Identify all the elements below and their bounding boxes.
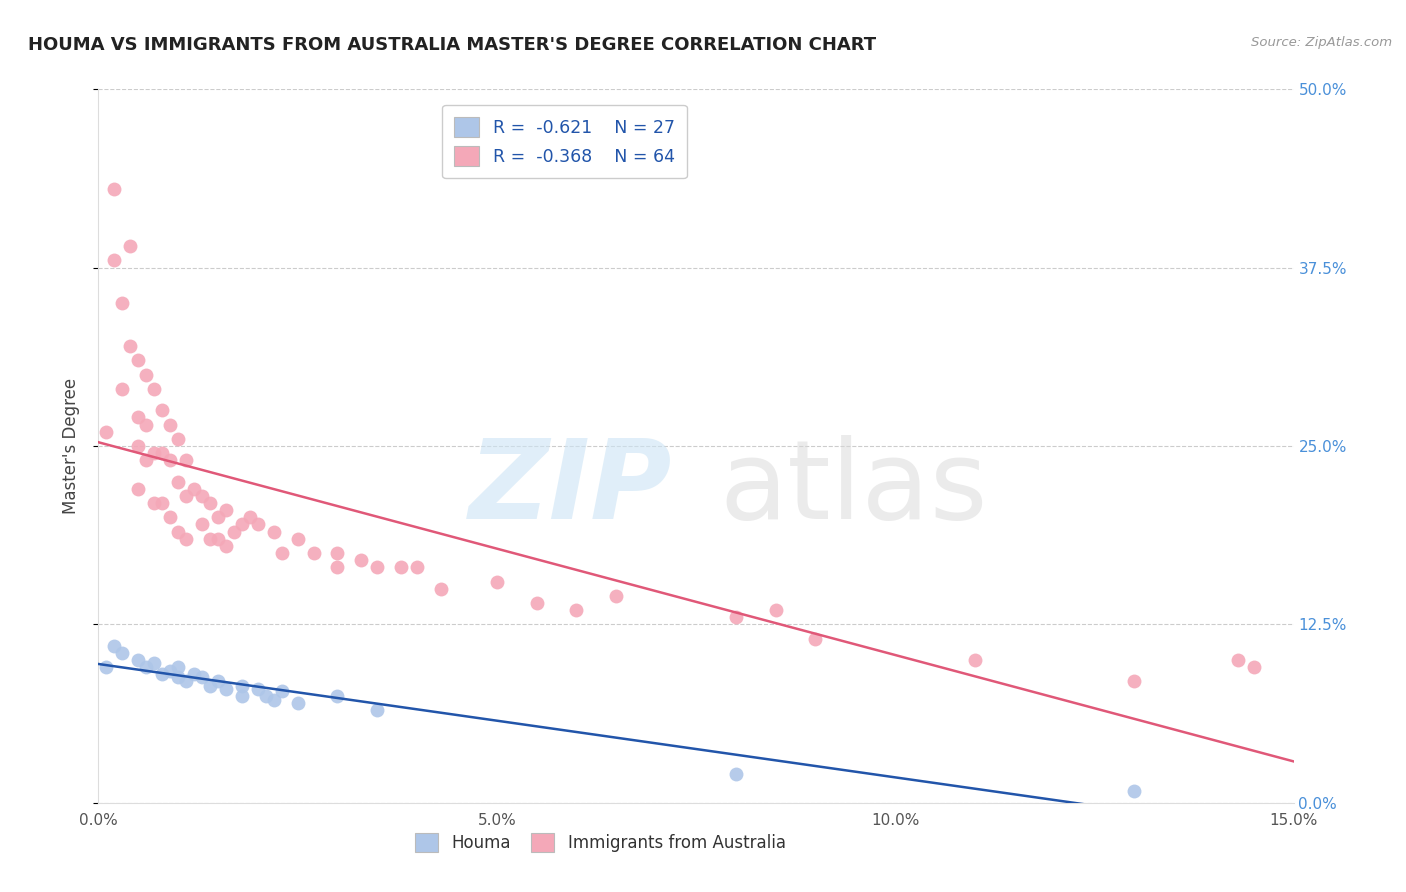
Point: [302, 546, 325, 560]
Point: [135, 417, 157, 432]
Point: [231, 689, 253, 703]
Point: [1123, 674, 1146, 689]
Point: [135, 453, 157, 467]
Point: [198, 679, 221, 693]
Point: [150, 403, 173, 417]
Point: [103, 182, 125, 196]
Point: [191, 670, 214, 684]
Point: [207, 674, 229, 689]
Point: [167, 670, 190, 684]
Point: [565, 603, 588, 617]
Point: [263, 524, 285, 539]
Point: [103, 253, 125, 268]
Text: Source: ZipAtlas.com: Source: ZipAtlas.com: [1251, 36, 1392, 49]
Point: [215, 681, 238, 696]
Point: [135, 368, 157, 382]
Text: HOUMA VS IMMIGRANTS FROM AUSTRALIA MASTER'S DEGREE CORRELATION CHART: HOUMA VS IMMIGRANTS FROM AUSTRALIA MASTE…: [28, 36, 876, 54]
Point: [127, 410, 149, 425]
Point: [96, 425, 118, 439]
Point: [1123, 784, 1146, 798]
Point: [174, 674, 197, 689]
Point: [111, 296, 134, 310]
Point: [127, 482, 149, 496]
Point: [167, 660, 190, 674]
Point: [174, 453, 197, 467]
Point: [215, 503, 238, 517]
Point: [198, 496, 221, 510]
Point: [270, 684, 292, 698]
Point: [120, 339, 142, 353]
Point: [127, 439, 149, 453]
Point: [167, 475, 190, 489]
Point: [526, 596, 548, 610]
Point: [263, 693, 285, 707]
Point: [159, 665, 181, 679]
Point: [239, 510, 262, 524]
Text: ZIP: ZIP: [468, 435, 672, 542]
Point: [191, 517, 214, 532]
Point: [765, 603, 787, 617]
Legend: Houma, Immigrants from Australia: Houma, Immigrants from Australia: [408, 826, 793, 859]
Point: [143, 496, 166, 510]
Point: [150, 667, 173, 681]
Text: atlas: atlas: [720, 435, 988, 542]
Point: [287, 696, 309, 710]
Point: [183, 482, 205, 496]
Point: [254, 689, 277, 703]
Point: [804, 632, 827, 646]
Point: [150, 446, 173, 460]
Point: [120, 239, 142, 253]
Point: [963, 653, 986, 667]
Point: [326, 546, 349, 560]
Point: [350, 553, 373, 567]
Point: [135, 660, 157, 674]
Point: [406, 560, 429, 574]
Y-axis label: Master's Degree: Master's Degree: [62, 378, 80, 514]
Point: [389, 560, 412, 574]
Point: [724, 767, 747, 781]
Point: [1243, 660, 1265, 674]
Point: [150, 496, 173, 510]
Point: [198, 532, 221, 546]
Point: [724, 610, 747, 624]
Point: [174, 532, 197, 546]
Point: [207, 510, 229, 524]
Point: [207, 532, 229, 546]
Point: [326, 689, 349, 703]
Point: [174, 489, 197, 503]
Point: [270, 546, 292, 560]
Point: [366, 703, 388, 717]
Point: [96, 660, 118, 674]
Point: [366, 560, 388, 574]
Point: [231, 517, 253, 532]
Point: [215, 539, 238, 553]
Point: [605, 589, 627, 603]
Point: [111, 382, 134, 396]
Point: [485, 574, 508, 589]
Point: [143, 382, 166, 396]
Point: [430, 582, 453, 596]
Point: [246, 517, 269, 532]
Point: [143, 656, 166, 670]
Point: [159, 417, 181, 432]
Point: [326, 560, 349, 574]
Point: [183, 667, 205, 681]
Point: [103, 639, 125, 653]
Point: [231, 679, 253, 693]
Point: [222, 524, 245, 539]
Point: [159, 510, 181, 524]
Point: [159, 453, 181, 467]
Point: [287, 532, 309, 546]
Point: [1226, 653, 1249, 667]
Point: [143, 446, 166, 460]
Point: [167, 524, 190, 539]
Point: [127, 653, 149, 667]
Point: [246, 681, 269, 696]
Point: [191, 489, 214, 503]
Point: [167, 432, 190, 446]
Point: [127, 353, 149, 368]
Point: [111, 646, 134, 660]
